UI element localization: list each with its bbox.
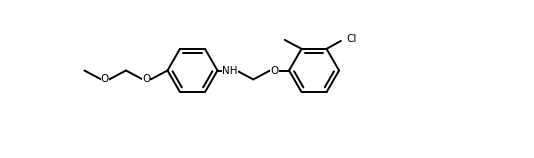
Text: O: O	[270, 66, 279, 76]
Text: NH: NH	[223, 66, 238, 76]
Text: O: O	[100, 74, 109, 84]
Text: O: O	[142, 74, 151, 84]
Text: Cl: Cl	[347, 34, 357, 44]
